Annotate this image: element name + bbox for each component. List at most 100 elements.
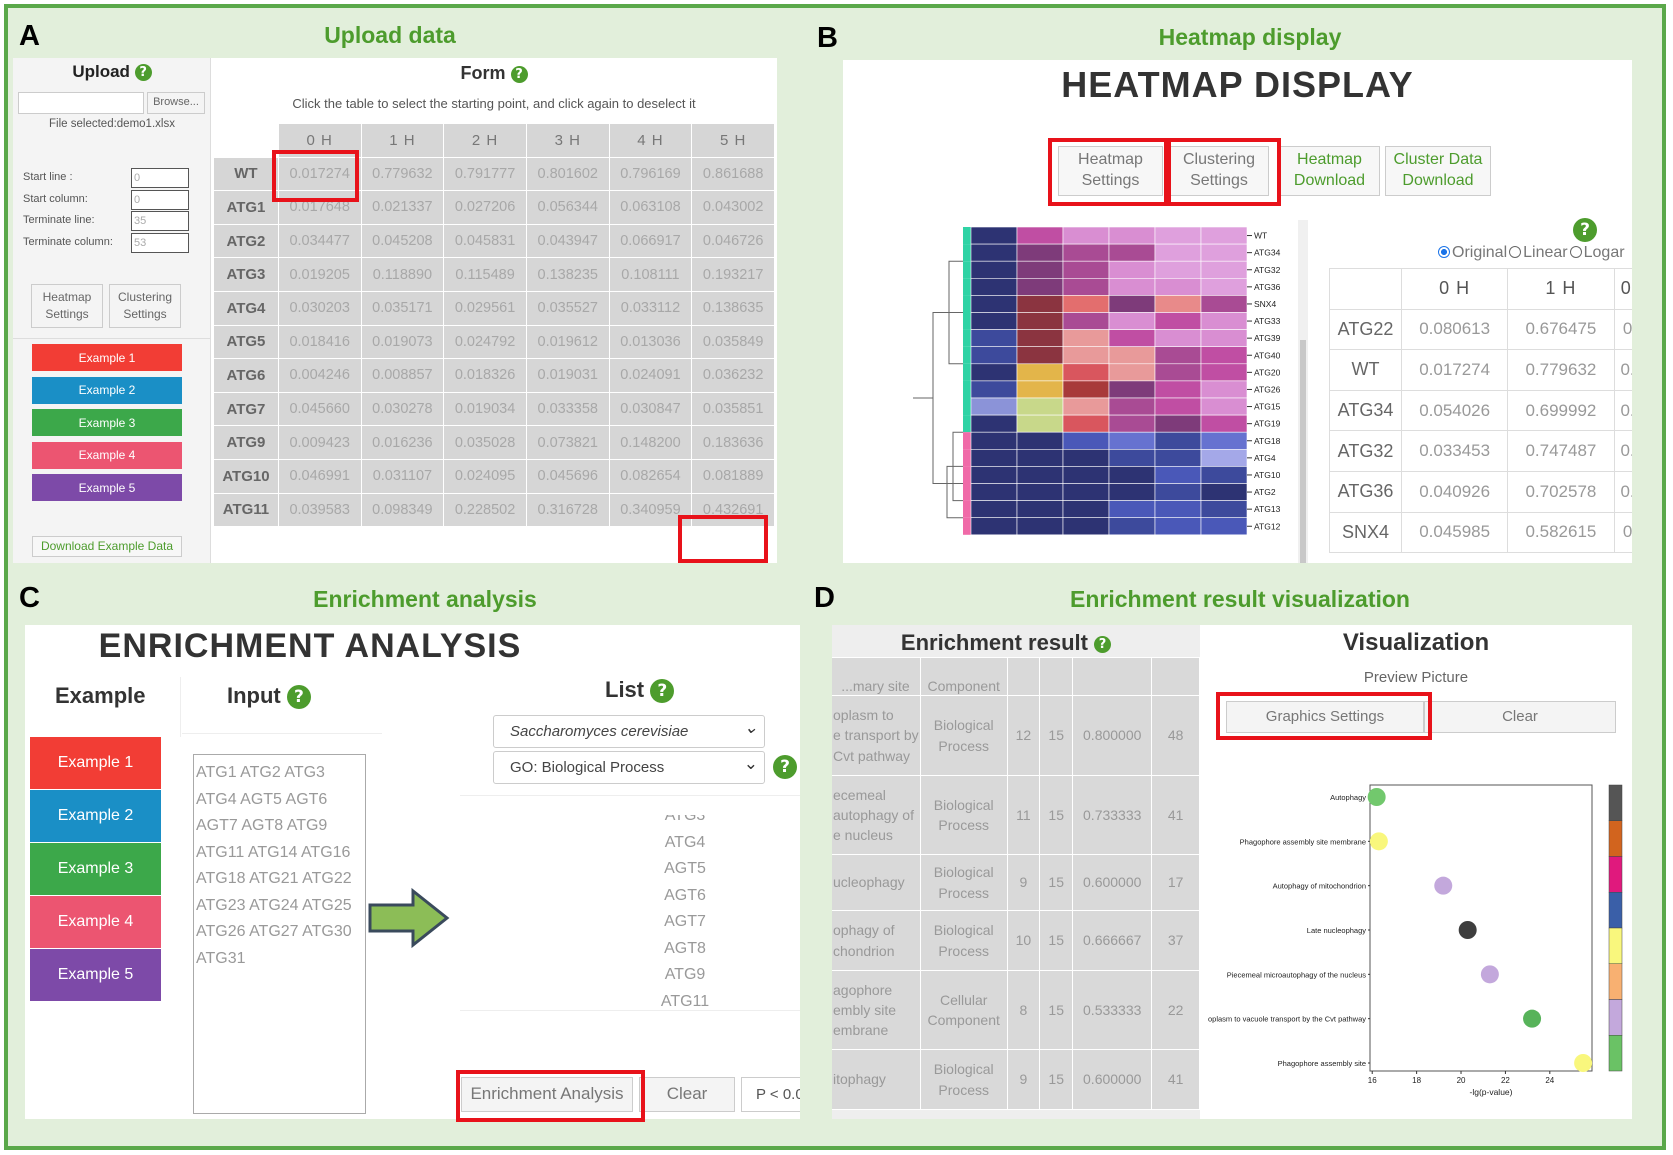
table-cell[interactable]: 0.034477 (277, 223, 362, 259)
heatmap-cell[interactable] (970, 329, 1018, 347)
example-2-button[interactable]: Example 2 (30, 790, 161, 842)
heatmap-cell[interactable] (970, 295, 1018, 313)
heatmap-cell[interactable] (1016, 483, 1064, 501)
example-1-button[interactable]: Example 1 (30, 737, 161, 789)
table-cell[interactable]: 0.036232 (691, 358, 775, 393)
table-cell[interactable]: 0.183636 (691, 425, 775, 460)
heatmap-cell[interactable] (1154, 243, 1202, 262)
data-point[interactable] (1458, 921, 1477, 939)
table-cell[interactable]: 0.779632 (360, 156, 445, 192)
table-cell[interactable]: 0.066917 (608, 223, 693, 259)
heatmap-cell[interactable] (1108, 295, 1156, 313)
heatmap-cell[interactable] (1108, 414, 1156, 433)
table-cell[interactable]: 0.073821 (525, 425, 610, 460)
heatmap-cell[interactable] (1016, 431, 1064, 450)
heatmap-cell[interactable] (1200, 483, 1248, 501)
heatmap-cell[interactable] (970, 380, 1018, 399)
help-icon[interactable]: ? (1573, 218, 1597, 242)
column-header[interactable]: 3 H (525, 123, 610, 158)
heatmap-cell[interactable] (1062, 312, 1110, 330)
help-icon[interactable]: ? (510, 65, 528, 83)
table-cell[interactable]: 0.108111 (608, 257, 693, 292)
table-cell[interactable]: 0.138635 (691, 290, 775, 326)
heatmap-cell[interactable] (1200, 243, 1248, 262)
column-header[interactable]: 4 H (608, 123, 693, 158)
download-example-button[interactable]: Download Example Data (32, 536, 182, 557)
table-cell[interactable]: 0.008857 (360, 358, 445, 393)
help-icon[interactable]: ? (773, 755, 797, 779)
table-cell[interactable]: 0.148200 (608, 425, 693, 460)
heatmap-cell[interactable] (1154, 380, 1202, 399)
table-cell[interactable]: 0.019073 (360, 324, 445, 360)
table-cell[interactable]: 0.018326 (443, 358, 527, 393)
data-point[interactable] (1480, 965, 1499, 984)
heatmap-cell[interactable] (1200, 466, 1248, 484)
clustering-settings-button[interactable]: Clustering Settings (109, 284, 181, 328)
heatmap-cell[interactable] (970, 277, 1018, 296)
cluster-data-download-button[interactable]: Cluster Data Download (1385, 146, 1491, 196)
heatmap-cell[interactable] (1154, 363, 1202, 382)
heatmap-cell[interactable] (1200, 449, 1248, 467)
heatmap-cell[interactable] (1062, 431, 1110, 450)
table-row[interactable]: itophagy Biological Process 9 15 0.600000 41 (832, 1049, 1200, 1110)
heatmap-cell[interactable] (1154, 226, 1202, 245)
table-cell[interactable]: 0.063108 (608, 190, 693, 225)
heatmap-cell[interactable] (970, 363, 1018, 382)
heatmap-cell[interactable] (1016, 397, 1064, 416)
range-field-input[interactable]: 0 (131, 168, 189, 188)
example-4-button[interactable]: Example 4 (30, 896, 161, 948)
table-cell[interactable]: 0.039583 (277, 492, 362, 528)
heatmap-cell[interactable] (1108, 397, 1156, 416)
heatmap-cell[interactable] (1200, 380, 1248, 399)
radio-option[interactable]: Original (1438, 244, 1507, 261)
heatmap-cell[interactable] (1200, 260, 1248, 279)
table-cell[interactable]: 0.035851 (691, 391, 775, 427)
table-cell[interactable]: 0.138235 (525, 257, 610, 292)
heatmap-cell[interactable] (1200, 397, 1248, 416)
row-header[interactable]: ATG9 (213, 425, 279, 460)
radio-checked-icon[interactable] (1438, 246, 1450, 258)
column-header[interactable]: 2 H (443, 123, 527, 158)
heatmap-cell[interactable] (1016, 449, 1064, 467)
help-icon[interactable]: ? (1094, 635, 1112, 653)
heatmap-cell[interactable] (1062, 449, 1110, 467)
table-cell[interactable]: 0.024792 (443, 324, 527, 360)
heatmap-cell[interactable] (1154, 295, 1202, 313)
heatmap-cell[interactable] (1200, 363, 1248, 382)
scrollbar-thumb[interactable] (1300, 340, 1306, 563)
table-cell[interactable]: 0.024095 (443, 458, 527, 494)
heatmap-cell[interactable] (970, 243, 1018, 262)
example-2-button[interactable]: Example 2 (32, 376, 182, 404)
heatmap-cell[interactable] (1108, 346, 1156, 365)
heatmap-cell[interactable] (1200, 500, 1248, 519)
table-cell[interactable]: 0.045696 (525, 458, 610, 494)
heatmap-cell[interactable] (1062, 483, 1110, 501)
table-cell[interactable]: 0.045660 (277, 391, 362, 427)
table-cell[interactable]: 0.861688 (691, 156, 775, 192)
table-cell[interactable]: 0.046991 (277, 458, 362, 494)
table-cell[interactable]: 0.056344 (525, 190, 610, 225)
heatmap-cell[interactable] (1016, 243, 1064, 262)
heatmap-cell[interactable] (1062, 295, 1110, 313)
ontology-select[interactable]: GO: Biological Process (493, 751, 765, 784)
heatmap-cell[interactable] (1154, 346, 1202, 365)
heatmap-cell[interactable] (1016, 380, 1064, 399)
table-cell[interactable]: 0.081889 (691, 458, 775, 494)
table-cell[interactable]: 0.019034 (443, 391, 527, 427)
heatmap-cell[interactable] (1062, 414, 1110, 433)
data-point[interactable] (1523, 1009, 1542, 1028)
table-cell[interactable]: 0.082654 (608, 458, 693, 494)
table-row[interactable]: agophore embly site embrane Cellular Comp… (832, 970, 1200, 1050)
heatmap-cell[interactable] (1108, 312, 1156, 330)
table-cell[interactable]: 0.115489 (443, 257, 527, 292)
example-3-button[interactable]: Example 3 (32, 409, 182, 436)
heatmap-cell[interactable] (1108, 243, 1156, 262)
heatmap-cell[interactable] (970, 466, 1018, 484)
heatmap-cell[interactable] (1200, 431, 1248, 450)
column-header[interactable]: 5 H (691, 123, 775, 158)
heatmap-cell[interactable] (1108, 431, 1156, 450)
heatmap-cell[interactable] (1062, 466, 1110, 484)
heatmap-cell[interactable] (1016, 329, 1064, 347)
heatmap-cell[interactable] (1062, 329, 1110, 347)
table-cell[interactable]: 0.004246 (277, 358, 362, 393)
